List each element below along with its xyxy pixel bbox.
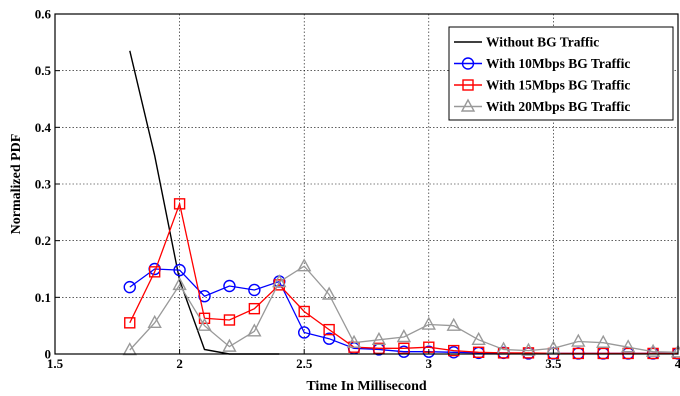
legend-swatch-marker bbox=[462, 79, 474, 91]
data-point bbox=[645, 343, 661, 357]
y-tick-label: 0.6 bbox=[35, 7, 52, 22]
data-point bbox=[371, 331, 387, 346]
data-point bbox=[173, 198, 186, 210]
legend-item-with-15mbps-bg-traffic: With 15Mbps BG Traffic bbox=[454, 78, 630, 93]
tick-labels: 1.5 2 2.5 3 3.5 4 0 0.1 0.2 0.3 0.4 0.5 0.6 bbox=[35, 7, 680, 372]
data-point bbox=[398, 342, 410, 355]
data-point bbox=[670, 344, 680, 358]
data-point bbox=[373, 342, 385, 355]
y-tick-label: 0.5 bbox=[35, 63, 52, 78]
data-point bbox=[148, 266, 161, 278]
data-point bbox=[446, 317, 461, 331]
x-tick-label: 2.5 bbox=[296, 356, 313, 371]
y-tick-label: 0.2 bbox=[35, 233, 51, 248]
data-point bbox=[223, 314, 236, 326]
data-point bbox=[596, 334, 611, 348]
series-line bbox=[129, 265, 679, 353]
data-point bbox=[620, 339, 636, 353]
data-point bbox=[222, 338, 237, 352]
y-tick-label: 0.4 bbox=[35, 120, 52, 135]
legend-label: Without BG Traffic bbox=[486, 35, 599, 50]
data-point bbox=[123, 280, 136, 294]
data-point bbox=[472, 346, 485, 358]
legend-swatch-marker bbox=[460, 98, 476, 112]
data-point bbox=[173, 263, 186, 277]
x-axis-label: Time In Millisecond bbox=[306, 379, 427, 394]
legend-items: Without BG Traffic With 10Mbps BG Traffic… bbox=[454, 35, 630, 114]
data-point bbox=[571, 333, 586, 347]
x-tick-label: 1.5 bbox=[47, 356, 64, 371]
data-point bbox=[197, 317, 212, 331]
x-tick-label: 3.5 bbox=[545, 356, 562, 371]
data-point bbox=[471, 331, 486, 346]
legend-item-with-20mbps-bg-traffic: With 20Mbps BG Traffic bbox=[454, 98, 630, 114]
legend-label: With 20Mbps BG Traffic bbox=[486, 99, 630, 114]
data-point bbox=[172, 276, 187, 291]
legend-label: With 10Mbps BG Traffic bbox=[486, 56, 630, 71]
x-tick-label: 4 bbox=[675, 356, 680, 371]
y-tick-label: 0 bbox=[45, 347, 52, 362]
data-point bbox=[147, 314, 162, 329]
data-point bbox=[248, 283, 261, 297]
x-tick-label: 2 bbox=[176, 356, 183, 371]
series-with-20mbps-bg-traffic bbox=[122, 258, 680, 358]
x-tick-label: 3 bbox=[426, 356, 433, 371]
data-point bbox=[223, 279, 236, 293]
data-point bbox=[297, 258, 312, 272]
legend-item-without-bg-traffic: Without BG Traffic bbox=[454, 35, 599, 50]
data-point bbox=[124, 317, 136, 329]
data-point bbox=[321, 286, 337, 300]
data-point bbox=[421, 316, 436, 330]
data-point bbox=[322, 332, 336, 345]
data-point bbox=[346, 334, 362, 348]
legend-item-with-10mbps-bg-traffic: With 10Mbps BG Traffic bbox=[454, 56, 630, 71]
data-point bbox=[323, 323, 335, 336]
data-point bbox=[448, 344, 460, 357]
y-tick-label: 0.3 bbox=[35, 177, 52, 192]
legend-swatch-marker bbox=[461, 57, 475, 70]
data-point bbox=[396, 329, 412, 343]
y-axis-label: Normalized PDF bbox=[9, 134, 24, 235]
data-point bbox=[298, 326, 311, 339]
data-point bbox=[298, 305, 310, 318]
legend: Without BG Traffic With 10Mbps BG Traffic… bbox=[448, 26, 674, 121]
data-point bbox=[521, 342, 536, 356]
y-tick-label: 0.1 bbox=[35, 290, 51, 305]
data-point bbox=[248, 302, 261, 315]
legend-box bbox=[448, 26, 674, 121]
data-point bbox=[198, 290, 211, 303]
legend-label: With 15Mbps BG Traffic bbox=[486, 78, 630, 93]
data-point bbox=[247, 323, 262, 337]
data-point bbox=[272, 274, 287, 288]
